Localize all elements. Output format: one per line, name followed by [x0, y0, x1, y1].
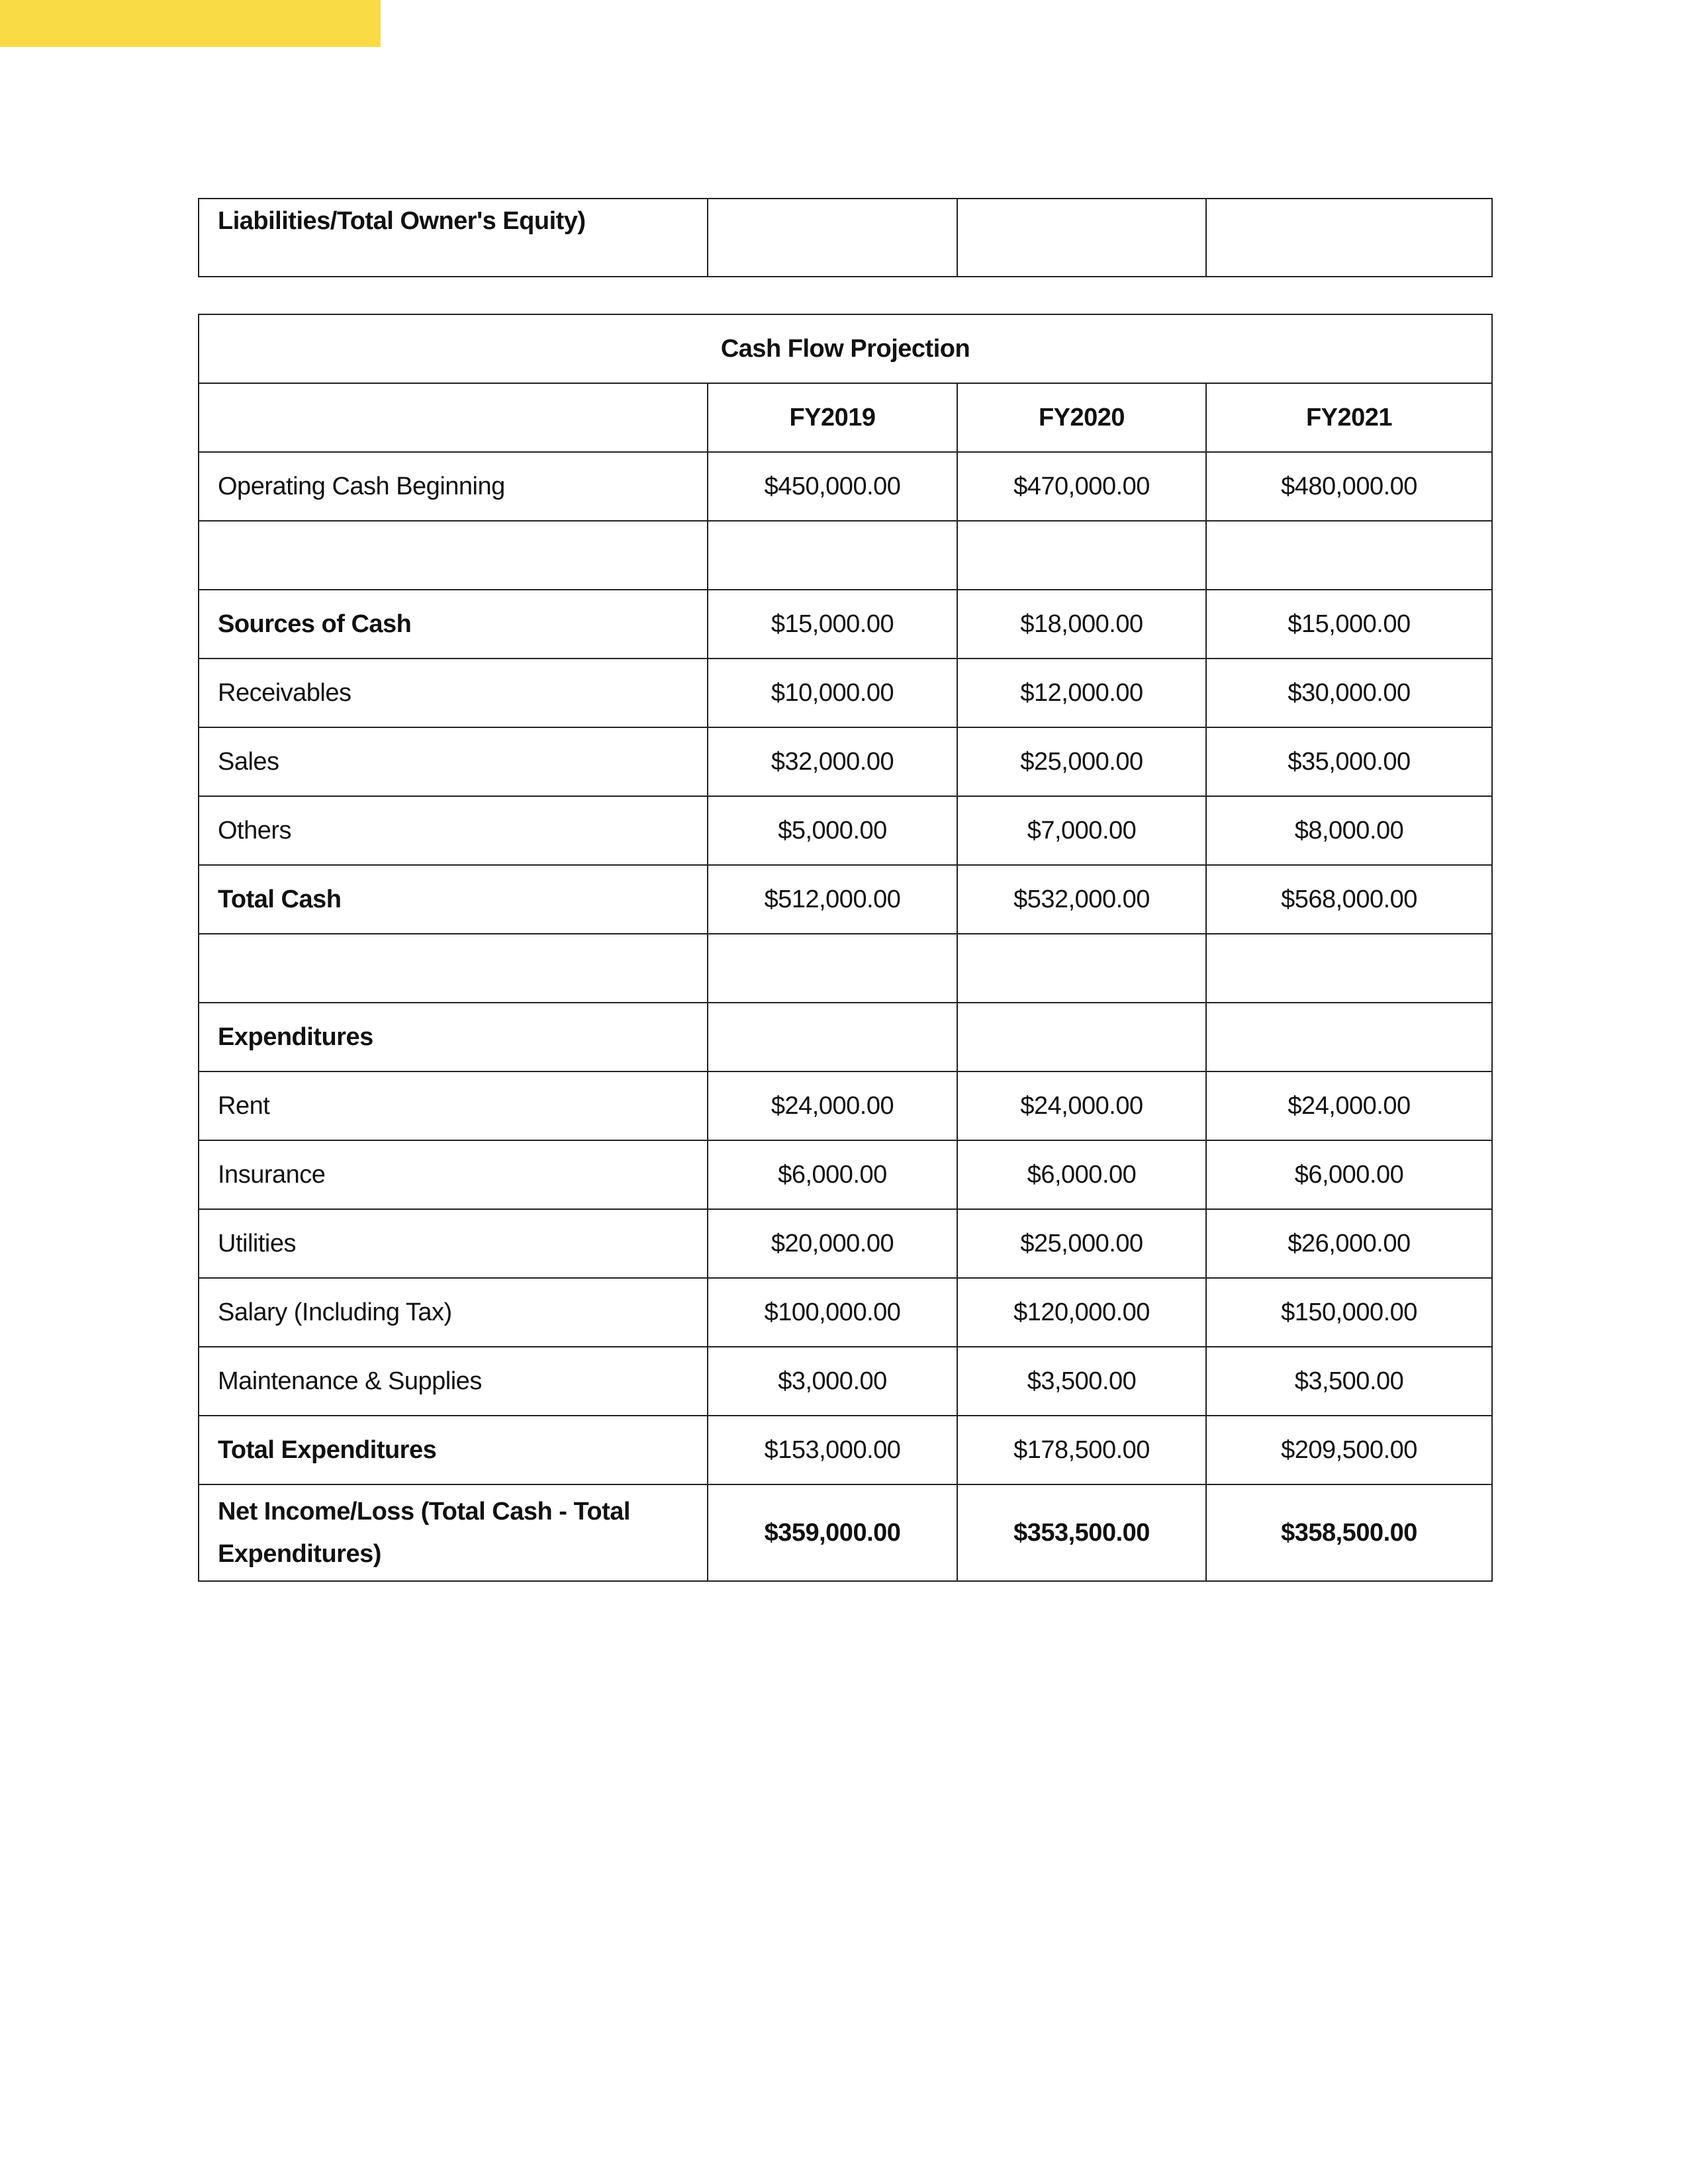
row-label: Liabilities/Total Owner's Equity) [198, 198, 708, 277]
value-cell: $532,000.00 [957, 864, 1207, 934]
net-income-row: Net Income/Loss (Total Cash - Total Expe… [198, 1484, 1493, 1582]
value-cell [957, 933, 1207, 1003]
table-row: Total Expenditures $153,000.00 $178,500.00… [198, 1415, 1493, 1485]
table-row: Sales $32,000.00 $25,000.00 $35,000.00 [198, 727, 1493, 797]
table-row: Expenditures [198, 1002, 1493, 1072]
value-cell: $7,000.00 [957, 796, 1207, 866]
table-row: Insurance $6,000.00 $6,000.00 $6,000.00 [198, 1140, 1493, 1210]
value-cell: $3,500.00 [957, 1346, 1207, 1416]
row-label: Receivables [198, 658, 708, 728]
row-label: Sources of Cash [198, 589, 708, 659]
row-label: Total Cash [198, 864, 708, 934]
value-cell: $209,500.00 [1205, 1415, 1493, 1485]
value-cell: $358,500.00 [1205, 1484, 1493, 1582]
value-cell: $178,500.00 [957, 1415, 1207, 1485]
table-title: Cash Flow Projection [197, 314, 1493, 384]
value-cell: $480,000.00 [1205, 451, 1493, 522]
table-row: Maintenance & Supplies $3,000.00 $3,500.00… [198, 1346, 1493, 1416]
empty-cell [707, 198, 958, 277]
accent-bar [0, 0, 381, 47]
row-label: Sales [198, 727, 708, 797]
value-cell: $120,000.00 [957, 1277, 1207, 1347]
table-row: Rent $24,000.00 $24,000.00 $24,000.00 [198, 1071, 1493, 1141]
value-cell: $12,000.00 [957, 658, 1207, 728]
value-cell: $568,000.00 [1205, 864, 1493, 934]
value-cell [707, 1002, 958, 1072]
table-row: Receivables $10,000.00 $12,000.00 $30,000.0… [198, 658, 1493, 728]
value-cell: $512,000.00 [707, 864, 958, 934]
value-cell [707, 933, 958, 1003]
value-cell: $153,000.00 [707, 1415, 958, 1485]
value-cell: $353,500.00 [957, 1484, 1207, 1582]
row-label: Expenditures [198, 1002, 708, 1072]
value-cell: $24,000.00 [957, 1071, 1207, 1141]
row-label: Rent [198, 1071, 708, 1141]
value-cell: $25,000.00 [957, 727, 1207, 797]
row-label: Utilities [198, 1208, 708, 1279]
row-label: Operating Cash Beginning [198, 451, 708, 522]
row-label: Salary (Including Tax) [198, 1277, 708, 1347]
value-cell: $25,000.00 [957, 1208, 1207, 1279]
column-header: FY2020 [957, 383, 1207, 453]
value-cell: $3,500.00 [1205, 1346, 1493, 1416]
value-cell: $100,000.00 [707, 1277, 958, 1347]
table-row: Liabilities/Total Owner's Equity) [198, 198, 1493, 277]
value-cell: $359,000.00 [707, 1484, 958, 1582]
value-cell [707, 520, 958, 590]
value-cell: $5,000.00 [707, 796, 958, 866]
table-row: Others $5,000.00 $7,000.00 $8,000.00 [198, 796, 1493, 866]
table-row: Operating Cash Beginning $450,000.00 $470,… [198, 451, 1493, 522]
column-header: FY2019 [707, 383, 958, 453]
value-cell: $15,000.00 [1205, 589, 1493, 659]
value-cell: $10,000.00 [707, 658, 958, 728]
value-cell [1205, 933, 1493, 1003]
table-row [198, 933, 1493, 1003]
row-label: Insurance [198, 1140, 708, 1210]
value-cell: $6,000.00 [957, 1140, 1207, 1210]
value-cell [1205, 1002, 1493, 1072]
table-row: Sources of Cash $15,000.00 $18,000.00 $15,0… [198, 589, 1493, 659]
value-cell: $26,000.00 [1205, 1208, 1493, 1279]
value-cell: $18,000.00 [957, 589, 1207, 659]
value-cell: $35,000.00 [1205, 727, 1493, 797]
value-cell: $32,000.00 [707, 727, 958, 797]
row-label: Total Expenditures [198, 1415, 708, 1485]
value-cell [1205, 520, 1493, 590]
table-row: Utilities $20,000.00 $25,000.00 $26,000.00 [198, 1208, 1493, 1279]
value-cell: $6,000.00 [707, 1140, 958, 1210]
value-cell: $470,000.00 [957, 451, 1207, 522]
empty-cell [1205, 198, 1493, 277]
value-cell: $150,000.00 [1205, 1277, 1493, 1347]
table-title-row: Cash Flow Projection [197, 314, 1493, 384]
value-cell: $8,000.00 [1205, 796, 1493, 866]
value-cell: $15,000.00 [707, 589, 958, 659]
value-cell: $24,000.00 [707, 1071, 958, 1141]
table-row: Salary (Including Tax) $100,000.00 $120,00… [198, 1277, 1493, 1347]
value-cell: $20,000.00 [707, 1208, 958, 1279]
row-label: Maintenance & Supplies [198, 1346, 708, 1416]
empty-cell [198, 383, 708, 453]
value-cell: $3,000.00 [707, 1346, 958, 1416]
value-cell: $30,000.00 [1205, 658, 1493, 728]
value-cell: $6,000.00 [1205, 1140, 1493, 1210]
row-label: Net Income/Loss (Total Cash - Total Expe… [198, 1484, 708, 1582]
table-row [198, 520, 1493, 590]
value-cell: $24,000.00 [1205, 1071, 1493, 1141]
empty-cell [957, 198, 1207, 277]
cash-flow-table: Cash Flow Projection FY2019 FY2020 FY202… [197, 314, 1493, 1582]
row-label [198, 520, 708, 590]
row-label: Others [198, 796, 708, 866]
value-cell: $450,000.00 [707, 451, 958, 522]
column-header: FY2021 [1205, 383, 1493, 453]
table-row: Total Cash $512,000.00 $532,000.00 $568,000… [198, 864, 1493, 934]
value-cell [957, 520, 1207, 590]
value-cell [957, 1002, 1207, 1072]
table-header-row: FY2019 FY2020 FY2021 [198, 383, 1493, 453]
balance-sheet-table-fragment: Liabilities/Total Owner's Equity) [198, 198, 1493, 277]
row-label [198, 933, 708, 1003]
